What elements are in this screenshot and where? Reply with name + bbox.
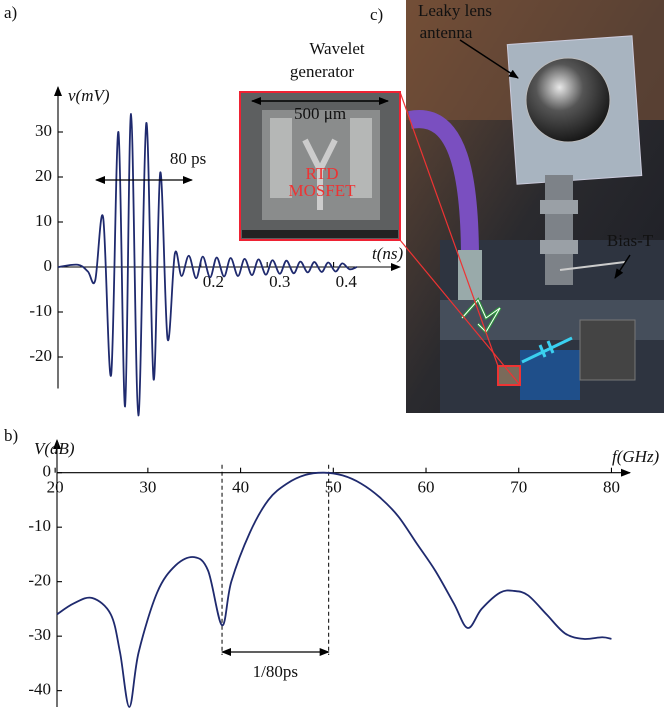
data-line (56, 471, 612, 708)
x-tick-label: 60 (418, 478, 435, 497)
photo (399, 0, 664, 413)
y-tick-label: 0 (43, 462, 52, 481)
inset-title: Wavelet (309, 39, 365, 58)
x-tick-label: 80 (603, 478, 620, 497)
photo-label: Bias-T (607, 231, 654, 250)
y-tick-label: -40 (28, 680, 51, 699)
y-axis-label: v(mV) (68, 86, 110, 105)
panel-label: c) (370, 5, 383, 24)
device-label: RTD (306, 164, 339, 183)
y-tick-label: 10 (35, 211, 52, 230)
inset-title: generator (290, 62, 355, 81)
x-tick-label: 0.3 (269, 272, 290, 291)
sem-inset (239, 91, 401, 241)
x-axis-label: f(GHz) (612, 447, 660, 466)
scale-label: 500 μm (294, 104, 346, 123)
data-line (57, 113, 358, 417)
x-tick-label: 30 (139, 478, 156, 497)
x-tick-label: 70 (510, 478, 527, 497)
annotation: 80 ps (170, 149, 206, 168)
panel-label: a) (4, 3, 17, 22)
y-axis-label: V(dB) (34, 439, 75, 458)
y-tick-label: -10 (28, 516, 51, 535)
y-tick-label: -10 (29, 301, 52, 320)
y-tick-label: 30 (35, 121, 52, 140)
photo-label: antenna (420, 23, 473, 42)
x-tick-label: 0.2 (203, 272, 224, 291)
x-tick-label: 20 (47, 478, 64, 497)
device-label: MOSFET (288, 181, 356, 200)
y-tick-label: 0 (44, 256, 53, 275)
x-axis-label: t(ns) (372, 244, 404, 263)
y-tick-label: 20 (35, 166, 52, 185)
y-tick-label: -20 (28, 571, 51, 590)
photo-label: Leaky lens (418, 1, 492, 20)
annotation: 1/80ps (253, 662, 298, 681)
x-tick-label: 50 (325, 478, 342, 497)
x-tick-label: 0.4 (336, 272, 358, 291)
y-tick-label: -30 (28, 625, 51, 644)
x-tick-label: 40 (232, 478, 249, 497)
panel-label: b) (4, 426, 18, 445)
y-tick-label: -20 (29, 346, 52, 365)
